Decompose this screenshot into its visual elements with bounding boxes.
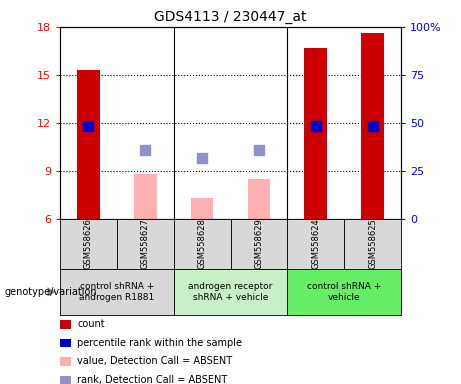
- Bar: [248, 179, 270, 219]
- Point: [312, 123, 319, 129]
- Bar: [361, 33, 384, 219]
- Point: [142, 147, 149, 153]
- Text: rank, Detection Call = ABSENT: rank, Detection Call = ABSENT: [77, 375, 228, 384]
- Point: [198, 155, 206, 161]
- Polygon shape: [47, 287, 56, 296]
- Text: value, Detection Call = ABSENT: value, Detection Call = ABSENT: [77, 356, 232, 366]
- Point: [369, 123, 376, 129]
- Text: count: count: [77, 319, 105, 329]
- Text: GSM558627: GSM558627: [141, 218, 150, 269]
- Text: genotype/variation: genotype/variation: [5, 287, 97, 297]
- Title: GDS4113 / 230447_at: GDS4113 / 230447_at: [154, 10, 307, 25]
- Text: control shRNA +
androgen R1881: control shRNA + androgen R1881: [79, 282, 154, 301]
- Point: [255, 147, 263, 153]
- Text: control shRNA +
vehicle: control shRNA + vehicle: [307, 282, 381, 301]
- Text: GSM558625: GSM558625: [368, 218, 377, 269]
- Text: percentile rank within the sample: percentile rank within the sample: [77, 338, 242, 348]
- Bar: [191, 198, 213, 219]
- Bar: [134, 174, 157, 219]
- Text: GSM558624: GSM558624: [311, 218, 320, 269]
- Point: [85, 123, 92, 129]
- Text: GSM558628: GSM558628: [198, 218, 207, 269]
- Text: GSM558626: GSM558626: [84, 218, 93, 269]
- Text: GSM558629: GSM558629: [254, 218, 263, 269]
- Bar: [77, 70, 100, 219]
- Bar: [304, 48, 327, 219]
- Text: androgen receptor
shRNA + vehicle: androgen receptor shRNA + vehicle: [188, 282, 273, 301]
